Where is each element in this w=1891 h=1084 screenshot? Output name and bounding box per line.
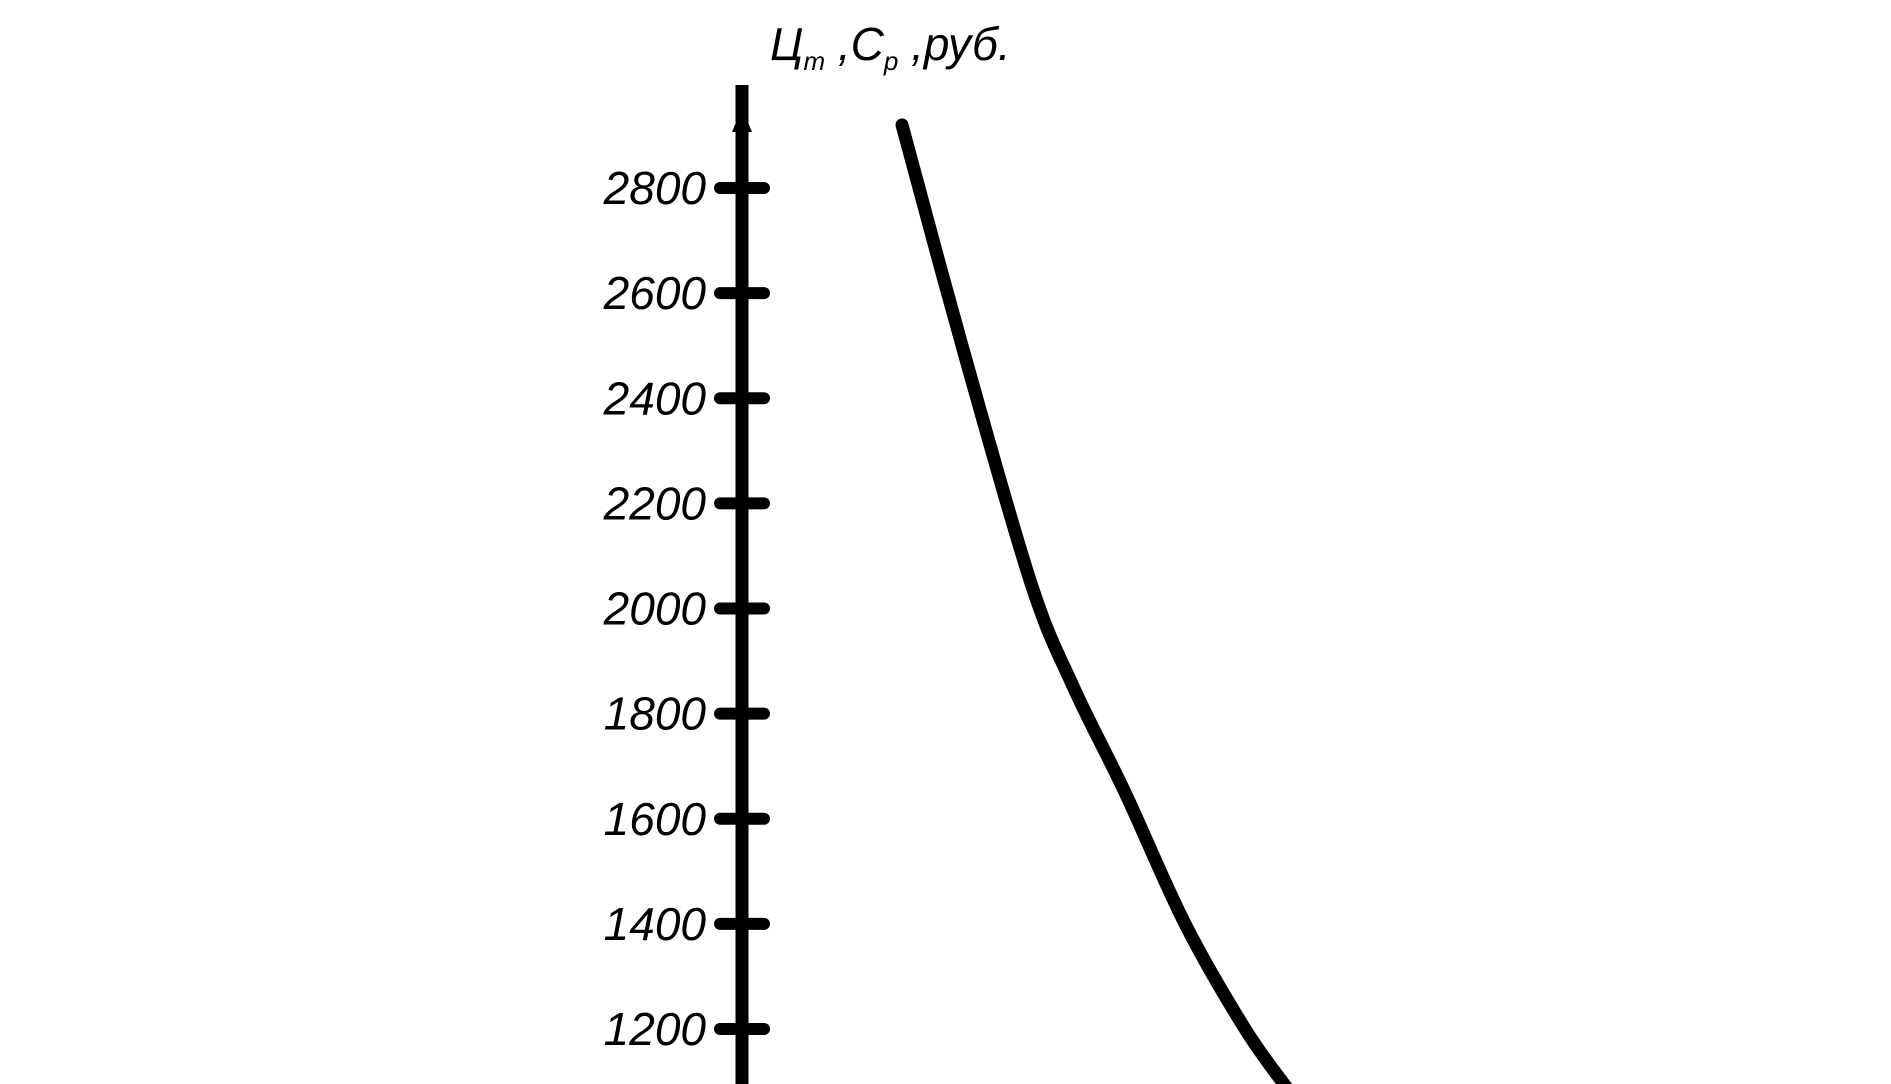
y-axis-title-part2: ,С [825,18,885,70]
y-axis-title-sub1: т [803,46,825,76]
y-axis-title: Цт ,Ср ,руб. [770,18,1011,76]
y-tick-label-1600: 1600 [604,793,707,845]
y-tick-label-2200: 2200 [603,477,707,529]
series-group [895,118,1293,1084]
y-tick-label-1800: 1800 [604,688,707,740]
y-tick-label-2000: 2000 [603,583,707,635]
y-tick-label-2800: 2800 [603,162,707,214]
y-tick-label-2400: 2400 [603,372,707,424]
y-axis-title-part1: Ц [770,18,803,70]
y-tick-label-1400: 1400 [604,898,707,950]
y-tick-label-1200: 1200 [604,1003,707,1055]
y-axis-arrow [732,108,752,132]
y-tick-label-2600: 2600 [603,267,707,319]
y-axis-title-sub2: р [883,46,898,76]
y-axis-title-part3: ,руб. [898,18,1010,70]
series-line-0 [895,118,1293,1084]
y-ticks: 1200 1400 1600 1800 2000 2200 2400 2600 2800 [603,162,770,1055]
